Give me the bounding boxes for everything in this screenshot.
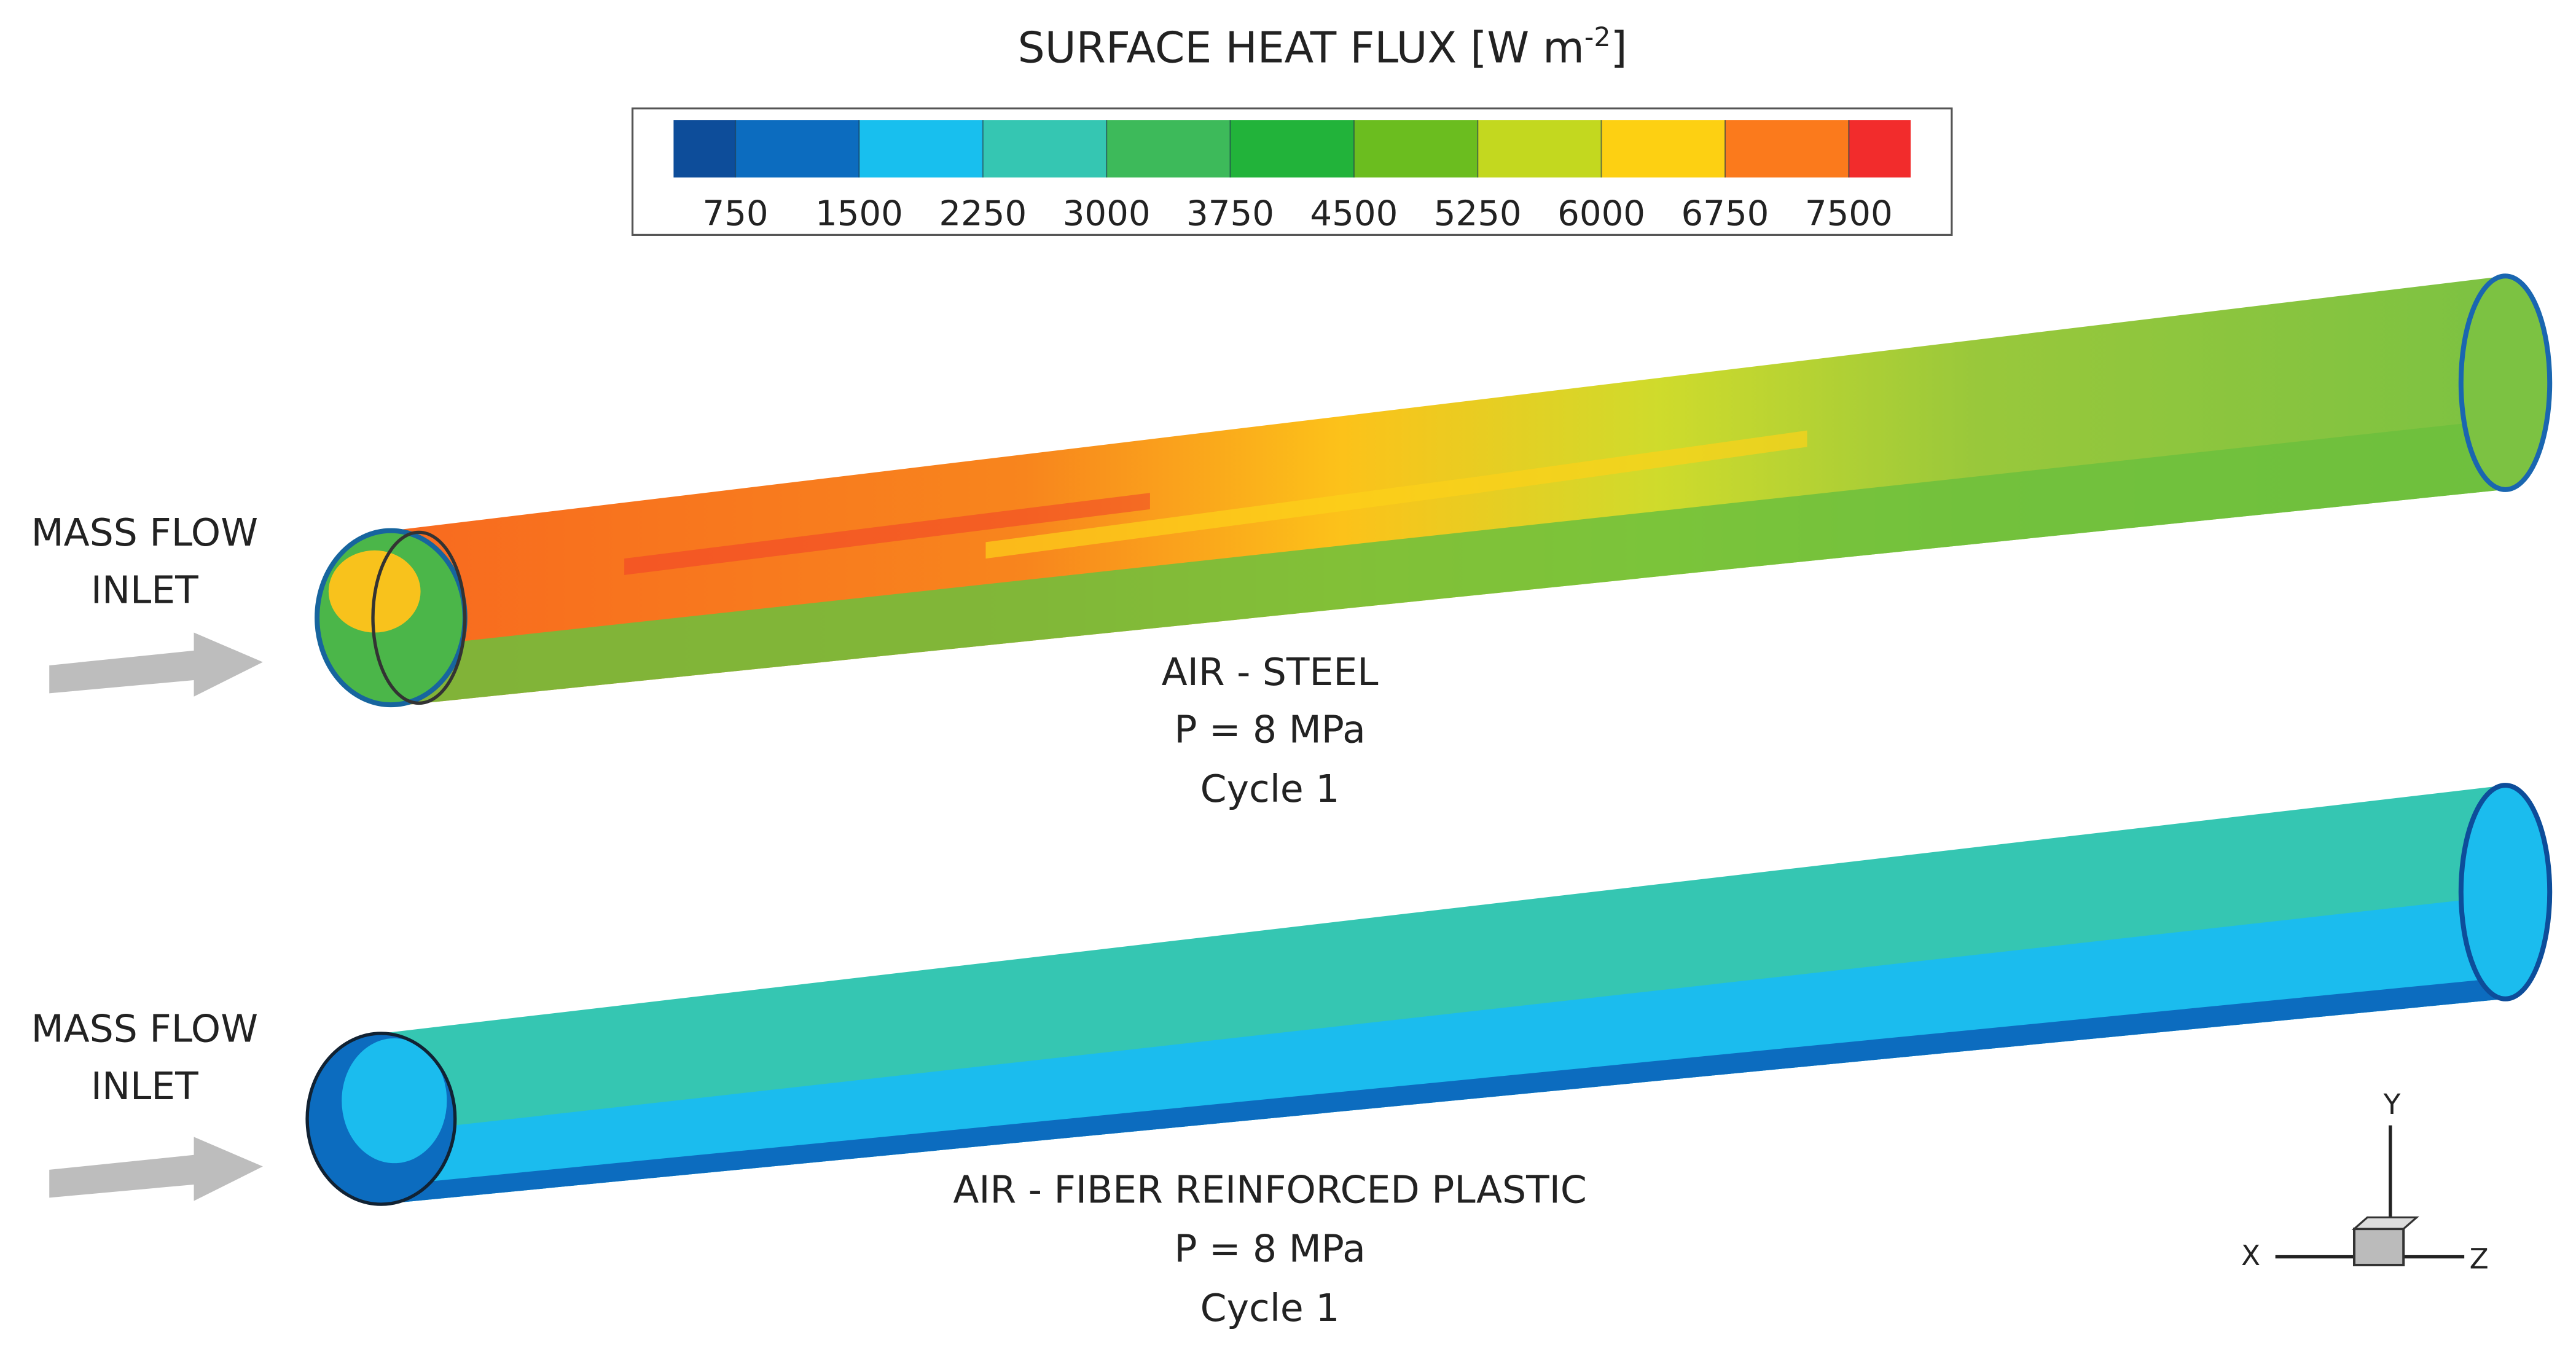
colorbar-tick-label: 5250	[1434, 194, 1522, 233]
title-sup: -2	[1584, 22, 1611, 53]
colorbar-tick-label: 750	[702, 194, 768, 233]
colorbar-tick-label: 1500	[815, 194, 903, 233]
colorbar-tick-label: 6750	[1681, 194, 1769, 233]
colorbar-segment	[1849, 120, 1911, 178]
colorbar-tick-label: 6000	[1557, 194, 1645, 233]
pipe-lower-band	[381, 895, 2506, 1205]
colorbar-segment	[859, 120, 983, 178]
inlet-label: INLET	[91, 1064, 198, 1108]
colorbar-tick-label: 3750	[1186, 194, 1274, 233]
pipe-inlet-rim	[371, 530, 467, 705]
pipe-inlet-inner	[342, 1038, 447, 1164]
colorbar-segment	[1106, 120, 1231, 178]
colorbar: 750 1500 2250 3000 3750 4500 5250 6000 6750 7500	[673, 120, 1911, 233]
colorbar-tick-label: 7500	[1805, 194, 1893, 233]
pipe-band	[985, 430, 1807, 559]
pipe-lower-band	[391, 418, 2506, 707]
inlet-label: INLET	[91, 568, 198, 612]
triad-cube	[2352, 1228, 2405, 1266]
title-main: SURFACE HEAT FLUX [W m	[1018, 23, 1584, 73]
colorbar-segment	[1725, 120, 1849, 178]
pipe-bottom-edge	[381, 978, 2506, 1205]
colorbar-segment	[735, 120, 859, 178]
caption: P = 8 MPa	[1174, 708, 1365, 752]
caption: AIR - FIBER REINFORCED PLASTIC	[953, 1167, 1587, 1212]
colorbar-segment	[1230, 120, 1354, 178]
caption: Cycle 1	[1200, 767, 1340, 811]
caption: AIR - STEEL	[1162, 650, 1379, 694]
pipe-steel	[315, 273, 2553, 708]
colorbar-segment	[673, 120, 736, 178]
axis-label: X	[2241, 1239, 2260, 1272]
triad-cube-top	[2351, 1216, 2419, 1230]
inlet-label: MASS FLOW	[31, 1006, 258, 1051]
caption: P = 8 MPa	[1174, 1227, 1365, 1271]
colorbar-tick-label: 2250	[939, 194, 1027, 233]
colorbar-segment	[1478, 120, 1602, 178]
colorbar-segment	[1601, 120, 1725, 178]
colorbar-tick-label: 4500	[1310, 194, 1398, 233]
colorbar-segment	[1353, 120, 1478, 178]
pipe-inlet-rim	[305, 1032, 457, 1206]
inlet-arrow	[49, 1137, 263, 1201]
inlet-label: MASS FLOW	[31, 511, 258, 555]
inlet-arrow	[49, 632, 263, 697]
colorbar-segment	[982, 120, 1107, 178]
pipe-end	[2458, 783, 2553, 1001]
axes-triad: Y X Z	[2241, 1088, 2489, 1275]
axis-label: Y	[2383, 1088, 2401, 1121]
caption: Cycle 1	[1200, 1286, 1340, 1330]
pipe-end	[2458, 273, 2553, 492]
title-end: ]	[1611, 23, 1627, 73]
pipe-frp	[305, 783, 2553, 1206]
colorbar-tick-label: 3000	[1063, 194, 1151, 233]
axis-label: Z	[2470, 1242, 2489, 1275]
colorbar-title: SURFACE HEAT FLUX [W m-2]	[1018, 22, 1627, 73]
pipe-band	[624, 493, 1150, 575]
